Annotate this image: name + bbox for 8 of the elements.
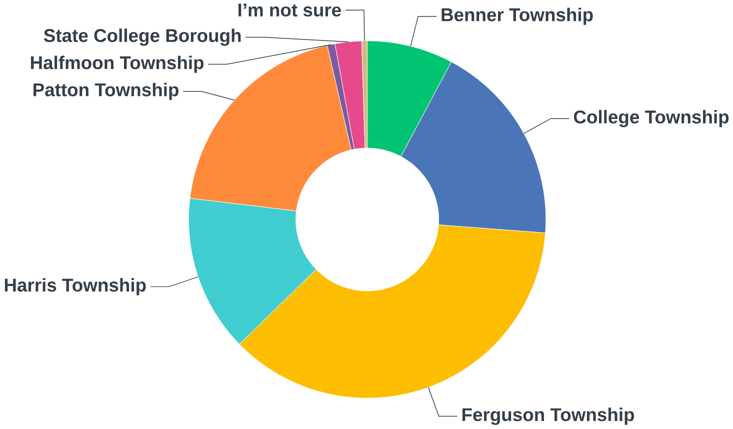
slice-label: College Township (574, 110, 729, 128)
slice-label: State College Borough (44, 28, 241, 46)
slice-label: Benner Township (442, 8, 593, 26)
slice-label: Harris Township (4, 278, 146, 296)
slice-label: Patton Township (34, 83, 178, 100)
slice-label: I’m not sure (238, 4, 341, 17)
slice-label: Halfmoon Township (30, 56, 204, 74)
slice-label: Ferguson Township (462, 408, 634, 426)
